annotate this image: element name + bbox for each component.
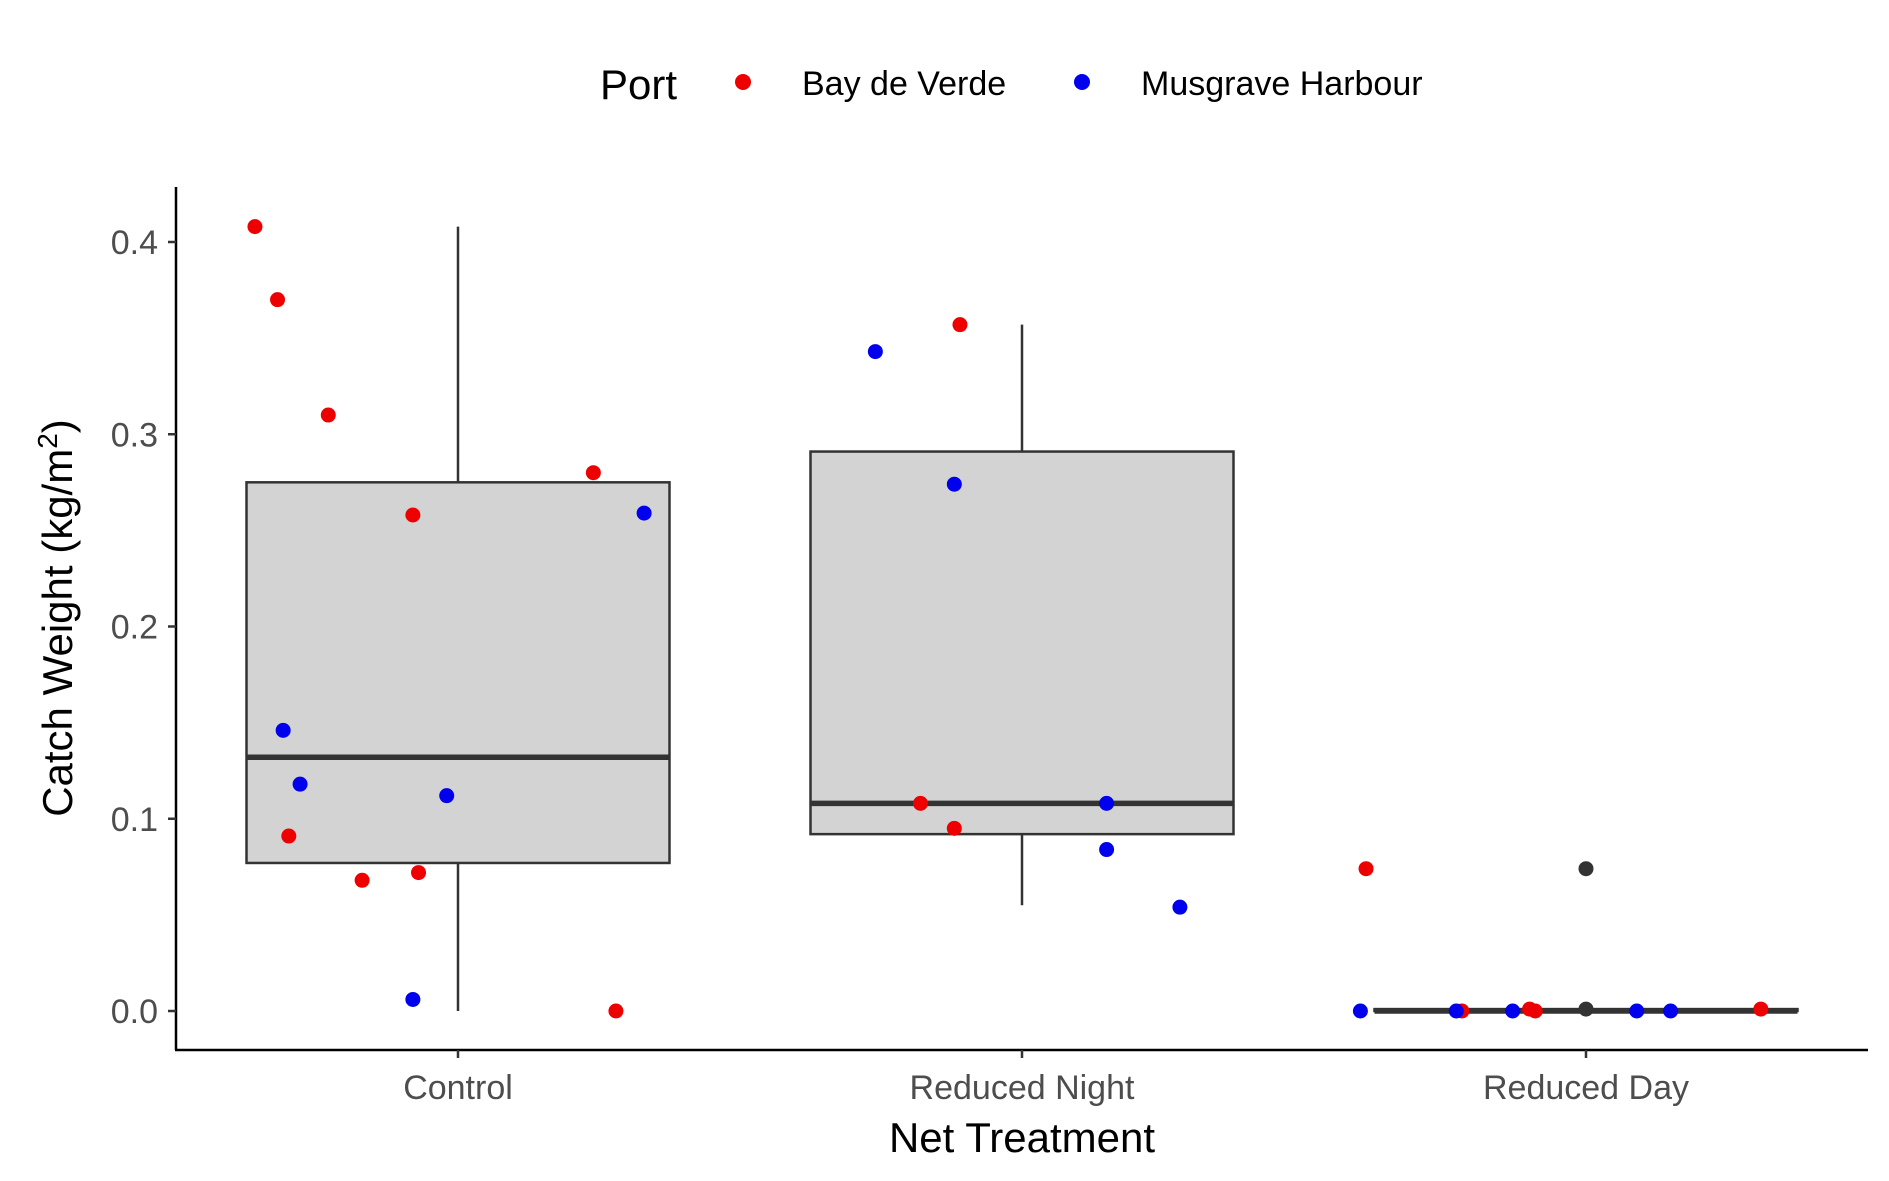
point-musgrave-harbour-10 [1352,1003,1368,1019]
point-musgrave-harbour-11 [1448,1003,1464,1019]
point-musgrave-harbour-14 [1663,1003,1679,1019]
point-bay-de-verde-1 [270,292,286,308]
y-axis-title-superscript: 2 [32,433,63,449]
point-bay-de-verde-7 [411,865,427,881]
points-layer [247,219,1769,1019]
point-musgrave-harbour-6 [946,476,962,492]
y-axis-title-close: ) [34,419,81,433]
x-tick-label-reduced-night: Reduced Night [910,1069,1135,1107]
point-musgrave-harbour-9 [1172,899,1188,915]
box-iqr-control [245,481,671,865]
point-bay-de-verde-9 [912,795,928,811]
point-musgrave-harbour-0 [275,722,291,738]
boxplot-layer [245,226,1799,1017]
point-musgrave-harbour-5 [867,344,883,360]
point-musgrave-harbour-3 [636,505,652,521]
outlier-reduced-day-0 [1578,861,1594,877]
box-reduced-day [1373,861,1799,1017]
point-bay-de-verde-0 [247,219,263,235]
y-axis-title: Catch Weight (kg/m2) [32,419,82,817]
point-bay-de-verde-2 [320,407,336,423]
point-bay-de-verde-4 [585,465,601,481]
legend-label-bay-de-verde: Bay de Verde [802,65,1006,103]
y-tick-label-1: 0.1 [111,801,158,839]
x-ticks: Control Reduced Night Reduced Day [403,1050,1689,1107]
y-axis-title-main: Catch Weight (kg/m [34,449,81,817]
axes: 0.0 0.1 0.2 0.3 0.4 Control Reduced Night Redu… [111,187,1868,1107]
box-control [245,226,671,1011]
y-ticks: 0.0 0.1 0.2 0.3 0.4 [111,224,176,1031]
point-bay-de-verde-11 [952,317,968,333]
point-bay-de-verde-5 [281,828,297,844]
box-iqr-reduced-night [809,450,1235,836]
legend-label-musgrave-harbour: Musgrave Harbour [1141,65,1423,103]
box-reduced-night [809,324,1235,906]
legend-title: Port [600,61,677,108]
y-tick-label-4: 0.4 [111,224,158,262]
point-musgrave-harbour-1 [292,776,308,792]
point-bay-de-verde-6 [354,872,370,888]
x-tick-label-reduced-day: Reduced Day [1483,1069,1689,1107]
point-musgrave-harbour-2 [439,788,455,804]
point-bay-de-verde-12 [1358,861,1374,877]
legend: Port Bay de Verde Musgrave Harbour [600,61,1423,108]
x-tick-label-control: Control [403,1069,513,1107]
series-musgrave-harbour [275,344,1679,1019]
point-musgrave-harbour-8 [1099,842,1115,858]
point-musgrave-harbour-12 [1505,1003,1521,1019]
y-tick-label-3: 0.3 [111,416,158,454]
legend-swatch-bay-de-verde [735,74,751,90]
point-bay-de-verde-3 [405,507,421,523]
legend-swatch-musgrave-harbour [1074,74,1090,90]
x-axis-title: Net Treatment [889,1114,1155,1161]
point-bay-de-verde-16 [1753,1001,1769,1017]
point-bay-de-verde-10 [946,820,962,836]
y-tick-label-0: 0.0 [111,993,158,1031]
point-bay-de-verde-15 [1527,1003,1543,1019]
point-bay-de-verde-8 [608,1003,624,1019]
point-musgrave-harbour-7 [1099,795,1115,811]
y-tick-label-2: 0.2 [111,609,158,647]
outlier-reduced-day-1 [1578,1001,1594,1017]
point-musgrave-harbour-4 [405,991,421,1007]
point-musgrave-harbour-13 [1629,1003,1645,1019]
